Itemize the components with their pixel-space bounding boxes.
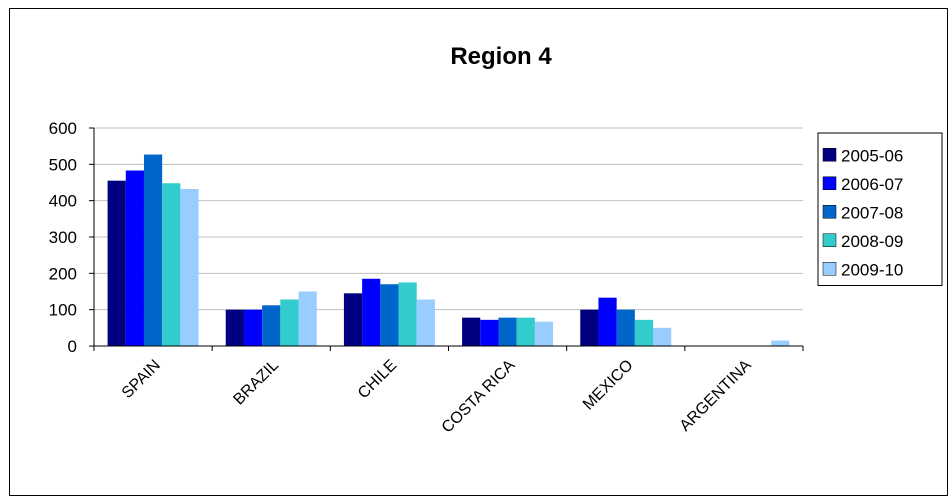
legend-label: 2009-10: [841, 260, 903, 279]
y-tick-label: 0: [68, 337, 77, 356]
legend-swatch: [822, 176, 837, 190]
bar-costa-rica-2007-08: [498, 317, 517, 346]
bars: [107, 154, 790, 346]
bar-chile-2008-09: [398, 282, 417, 346]
x-tick-label: COSTA RICA: [439, 357, 519, 437]
x-tick-label: BRAZIL: [230, 357, 282, 409]
x-axis: SPAIN BRAZIL CHILE COSTA RICA MEXICO ARGENTIN…: [93, 345, 804, 437]
x-tick-label: SPAIN: [119, 357, 164, 402]
bar-brazil-2008-09: [280, 299, 299, 346]
y-tick-label: 200: [49, 264, 77, 283]
legend-swatch: [822, 233, 837, 247]
bar-chile-2009-10: [416, 299, 435, 346]
bar-mexico-2008-09: [634, 319, 654, 346]
x-tick-label: ARGENTINA: [677, 357, 755, 435]
bar-mexico-2007-08: [616, 309, 635, 346]
legend: 2005-06 2006-07 2007-08 2008-09 2009-10: [817, 132, 943, 286]
legend-label: 2007-08: [841, 203, 903, 222]
legend-swatch: [822, 205, 837, 219]
legend-swatch: [822, 148, 837, 162]
bar-chart: Region 4 0 100 200 300 400 500 600 SPAIN BRAZIL…: [49, 43, 943, 437]
y-axis: 0 100 200 300 400 500 600: [49, 119, 95, 356]
bar-chile-2005-06: [343, 293, 363, 346]
bar-mexico-2006-07: [598, 297, 617, 346]
bar-costa-rica-2006-07: [480, 319, 499, 346]
y-tick-label: 100: [49, 301, 77, 320]
bar-brazil-2007-08: [262, 305, 281, 346]
bar-costa-rica-2008-09: [516, 317, 535, 346]
gridlines: [94, 127, 803, 311]
bar-chile-2006-07: [362, 278, 381, 346]
bar-argentina-2009-10: [771, 340, 790, 346]
chart-title: Region 4: [450, 43, 552, 70]
y-tick-label: 500: [49, 155, 77, 174]
x-tick-label: CHILE: [355, 357, 400, 402]
legend-label: 2006-07: [841, 175, 903, 194]
x-tick-label: MEXICO: [580, 357, 637, 414]
bar-brazil-2005-06: [225, 309, 244, 346]
bar-spain-2009-10: [180, 189, 199, 346]
bar-spain-2008-09: [162, 183, 181, 346]
bar-costa-rica-2005-06: [462, 317, 481, 346]
bar-mexico-2005-06: [580, 309, 599, 346]
bar-costa-rica-2009-10: [534, 321, 554, 346]
bar-spain-2007-08: [143, 154, 163, 346]
legend-box: [817, 132, 943, 286]
y-tick-label: 600: [49, 119, 77, 138]
bar-chile-2007-08: [380, 284, 399, 346]
y-tick-label: 300: [49, 228, 77, 247]
legend-label: 2005-06: [841, 146, 903, 165]
bar-brazil-2009-10: [298, 291, 317, 346]
chart-area: Region 4 0 100 200 300 400 500 600 SPAIN BRAZIL…: [9, 8, 948, 496]
legend-label: 2008-09: [841, 232, 903, 251]
bar-brazil-2006-07: [243, 309, 263, 346]
bar-spain-2005-06: [107, 180, 126, 346]
y-tick-label: 400: [49, 192, 77, 211]
bar-spain-2006-07: [125, 170, 144, 346]
legend-swatch: [822, 262, 837, 276]
bar-mexico-2009-10: [653, 327, 672, 346]
